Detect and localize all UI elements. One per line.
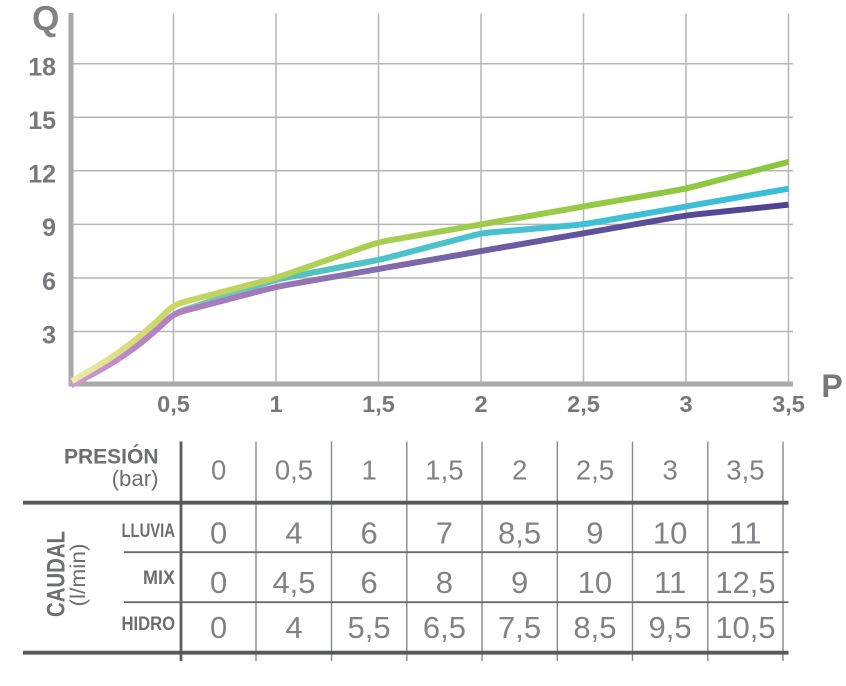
svg-text:0,5: 0,5: [157, 391, 190, 417]
svg-text:0: 0: [210, 610, 227, 645]
svg-text:7,5: 7,5: [498, 610, 541, 645]
svg-text:7: 7: [436, 516, 453, 551]
svg-text:9: 9: [42, 214, 56, 242]
svg-text:4: 4: [285, 610, 302, 645]
svg-text:CAUDAL: CAUDAL: [43, 531, 71, 617]
svg-text:10: 10: [578, 565, 612, 600]
svg-text:LLUVIA: LLUVIA: [122, 520, 176, 542]
svg-text:8,5: 8,5: [573, 610, 616, 645]
svg-text:3: 3: [42, 321, 56, 349]
svg-text:11: 11: [729, 516, 761, 551]
svg-text:2: 2: [474, 391, 487, 417]
svg-text:(bar): (bar): [112, 466, 159, 491]
svg-text:HIDRO: HIDRO: [122, 613, 176, 635]
svg-text:8: 8: [436, 565, 453, 600]
svg-text:6: 6: [360, 565, 377, 600]
svg-text:1: 1: [361, 455, 376, 486]
svg-text:9: 9: [511, 565, 528, 600]
svg-text:18: 18: [28, 54, 56, 82]
svg-text:6,5: 6,5: [423, 610, 466, 645]
svg-text:3,5: 3,5: [726, 455, 764, 486]
svg-text:1,5: 1,5: [425, 455, 463, 486]
svg-text:1: 1: [269, 391, 282, 417]
svg-text:12: 12: [28, 161, 56, 189]
svg-text:Q: Q: [32, 0, 59, 38]
svg-text:4,5: 4,5: [272, 565, 315, 600]
svg-text:2: 2: [512, 455, 527, 486]
svg-text:11: 11: [654, 565, 686, 600]
svg-text:3: 3: [679, 391, 692, 417]
svg-text:10,5: 10,5: [715, 610, 775, 645]
svg-text:(l/min): (l/min): [66, 544, 90, 607]
svg-text:MIX: MIX: [143, 567, 175, 589]
svg-text:P: P: [821, 368, 842, 404]
svg-text:0: 0: [210, 516, 227, 551]
svg-text:9: 9: [586, 516, 603, 551]
svg-text:PRESIÓN: PRESIÓN: [64, 445, 159, 469]
svg-text:4: 4: [285, 516, 302, 551]
svg-text:15: 15: [28, 107, 56, 135]
svg-text:2,5: 2,5: [567, 391, 600, 417]
svg-text:2,5: 2,5: [576, 455, 614, 486]
svg-text:10: 10: [653, 516, 687, 551]
svg-text:0: 0: [211, 455, 226, 486]
svg-text:12,5: 12,5: [715, 565, 775, 600]
svg-text:8,5: 8,5: [498, 516, 541, 551]
svg-text:1,5: 1,5: [362, 391, 395, 417]
svg-text:6: 6: [42, 268, 56, 296]
svg-text:6: 6: [360, 516, 377, 551]
svg-text:9,5: 9,5: [649, 610, 692, 645]
svg-text:0,5: 0,5: [275, 455, 313, 486]
svg-text:0: 0: [210, 565, 227, 600]
svg-text:5,5: 5,5: [348, 610, 391, 645]
svg-text:3,5: 3,5: [772, 391, 805, 417]
svg-text:3: 3: [662, 455, 677, 486]
